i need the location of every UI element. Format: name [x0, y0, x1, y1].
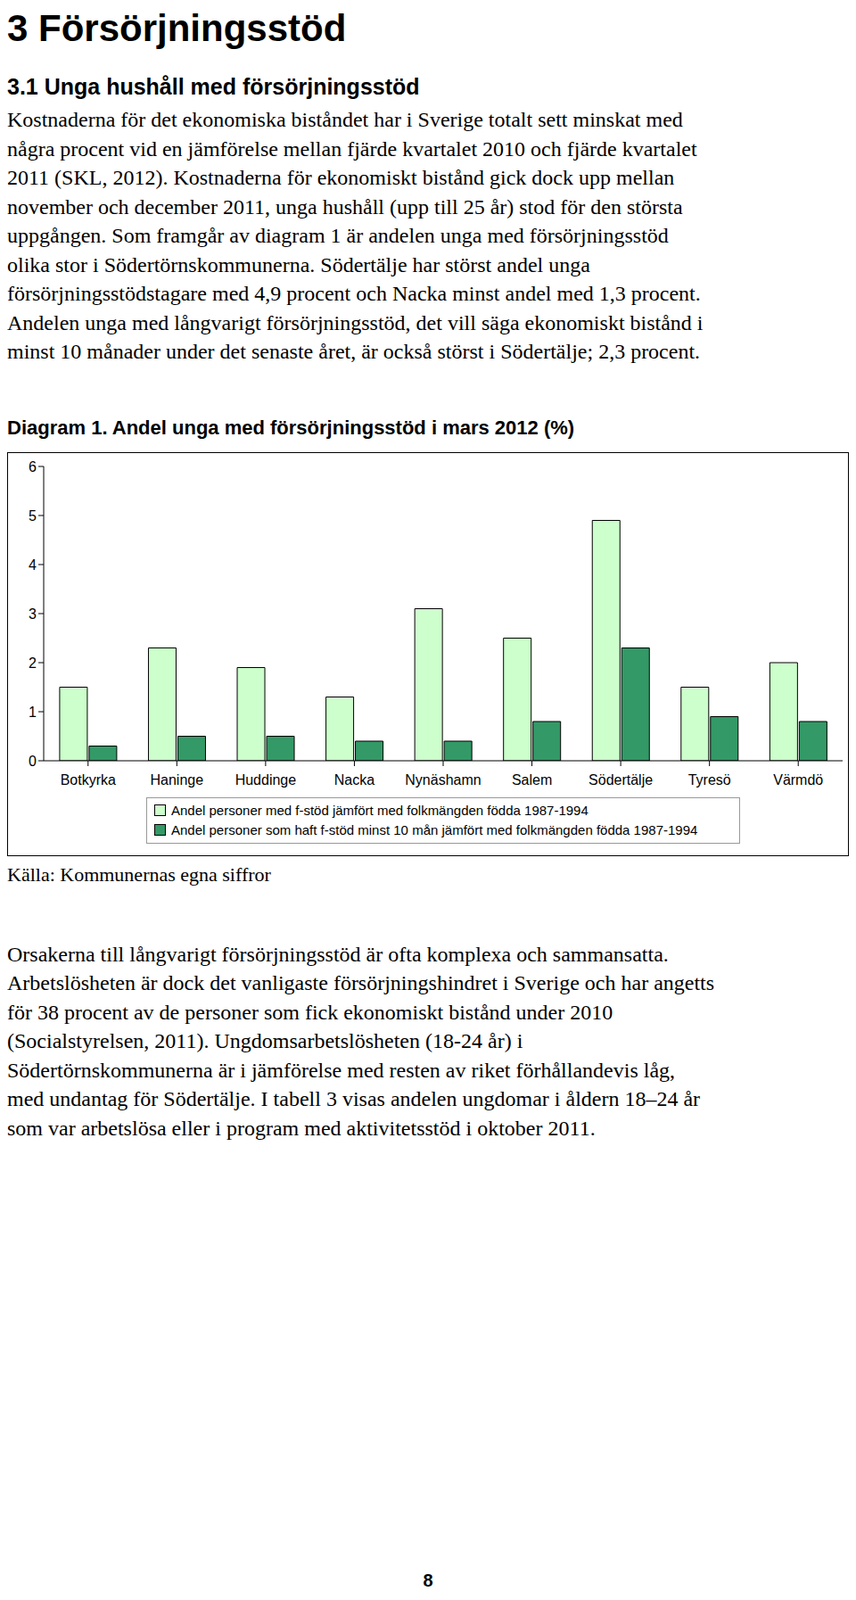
html-text:för 38 procent av de personer: för 38 procent av de personer som fick e…: [7, 1000, 613, 1024]
html-text:försörjningsstödstagare med 4,: försörjningsstödstagare med 4,9 procent …: [7, 281, 701, 305]
html-text:Andel personer med f-stöd jämf: Andel personer med f-stöd jämfört med fo…: [171, 802, 589, 818]
svg-text:Botkyrka: Botkyrka: [60, 772, 116, 788]
svg-text:0: 0: [28, 752, 37, 768]
html-text:3.1 Unga hushåll med försörjni: 3.1 Unga hushåll med försörjningsstöd: [7, 74, 420, 99]
svg-text:Södertälje: Södertälje: [588, 772, 653, 788]
html-text:uppgången. Som framgår av diag: uppgången. Som framgår av diagram 1 är a…: [7, 223, 669, 247]
svg-text:Nynäshamn: Nynäshamn: [404, 772, 481, 788]
html-text:Södertörnskommunerna är i jämf: Södertörnskommunerna är i jämförelse med…: [7, 1057, 676, 1082]
svg-text:Haninge: Haninge: [150, 772, 205, 788]
html-text:Diagram 1. Andel unga med förs: Diagram 1. Andel unga med försörjningsst…: [7, 415, 575, 439]
svg-text:Tyresö: Tyresö: [688, 772, 732, 788]
svg-text:6: 6: [28, 458, 37, 474]
svg-text:3: 3: [28, 605, 37, 621]
html-text:november och december 2011, un: november och december 2011, unga hushåll…: [7, 194, 683, 219]
html-text:3 Försörjningsstöd: 3 Försörjningsstöd: [7, 7, 347, 50]
html-text:Arbetslösheten är dock det van: Arbetslösheten är dock det vanligaste fö…: [7, 971, 715, 995]
html-text:2011 (SKL, 2012). Kostnaderna: 2011 (SKL, 2012). Kostnaderna för ekonom…: [7, 165, 675, 190]
html-text:med undantag för Södertälje. I: med undantag för Södertälje. I tabell 3 …: [7, 1086, 701, 1111]
svg-text:Salem: Salem: [511, 772, 552, 788]
svg-text:4: 4: [28, 556, 37, 572]
svg-text:2: 2: [28, 654, 37, 670]
html-text:Orsakerna till långvarigt förs: Orsakerna till långvarigt försörjningsst…: [7, 942, 669, 966]
html-text:olika stor i Södertörnskommune: olika stor i Södertörnskommunerna. Söder…: [7, 252, 591, 276]
html-text:Källa: Kommunernas egna siffro: Källa: Kommunernas egna siffror: [7, 862, 271, 885]
html-text:Andel personer som haft f-stöd: Andel personer som haft f-stöd minst 10 …: [171, 821, 698, 837]
html-text:som var arbetslösa eller i pro: som var arbetslösa eller i program med a…: [7, 1115, 596, 1140]
svg-text:5: 5: [28, 507, 37, 523]
svg-text:1: 1: [28, 703, 37, 719]
svg-text:Värmdö: Värmdö: [773, 772, 824, 788]
html-text:några procent vid en jämförels: några procent vid en jämförelse mellan f…: [7, 136, 698, 161]
svg-text:Huddinge: Huddinge: [235, 772, 297, 788]
html-text:Andelen unga med långvarigt fö: Andelen unga med långvarigt försörjnings…: [7, 310, 704, 334]
html-text:(Socialstyrelsen, 2011). Ungdo: (Socialstyrelsen, 2011). Ungdomsarbetslö…: [7, 1028, 523, 1053]
html-text:minst 10 månader under det sen: minst 10 månader under det senaste året,…: [7, 339, 701, 363]
html-text:8: 8: [423, 1570, 433, 1590]
html-text:Kostnaderna för det ekonomiska: Kostnaderna för det ekonomiska biståndet…: [7, 107, 683, 132]
svg-text:Nacka: Nacka: [334, 772, 375, 788]
